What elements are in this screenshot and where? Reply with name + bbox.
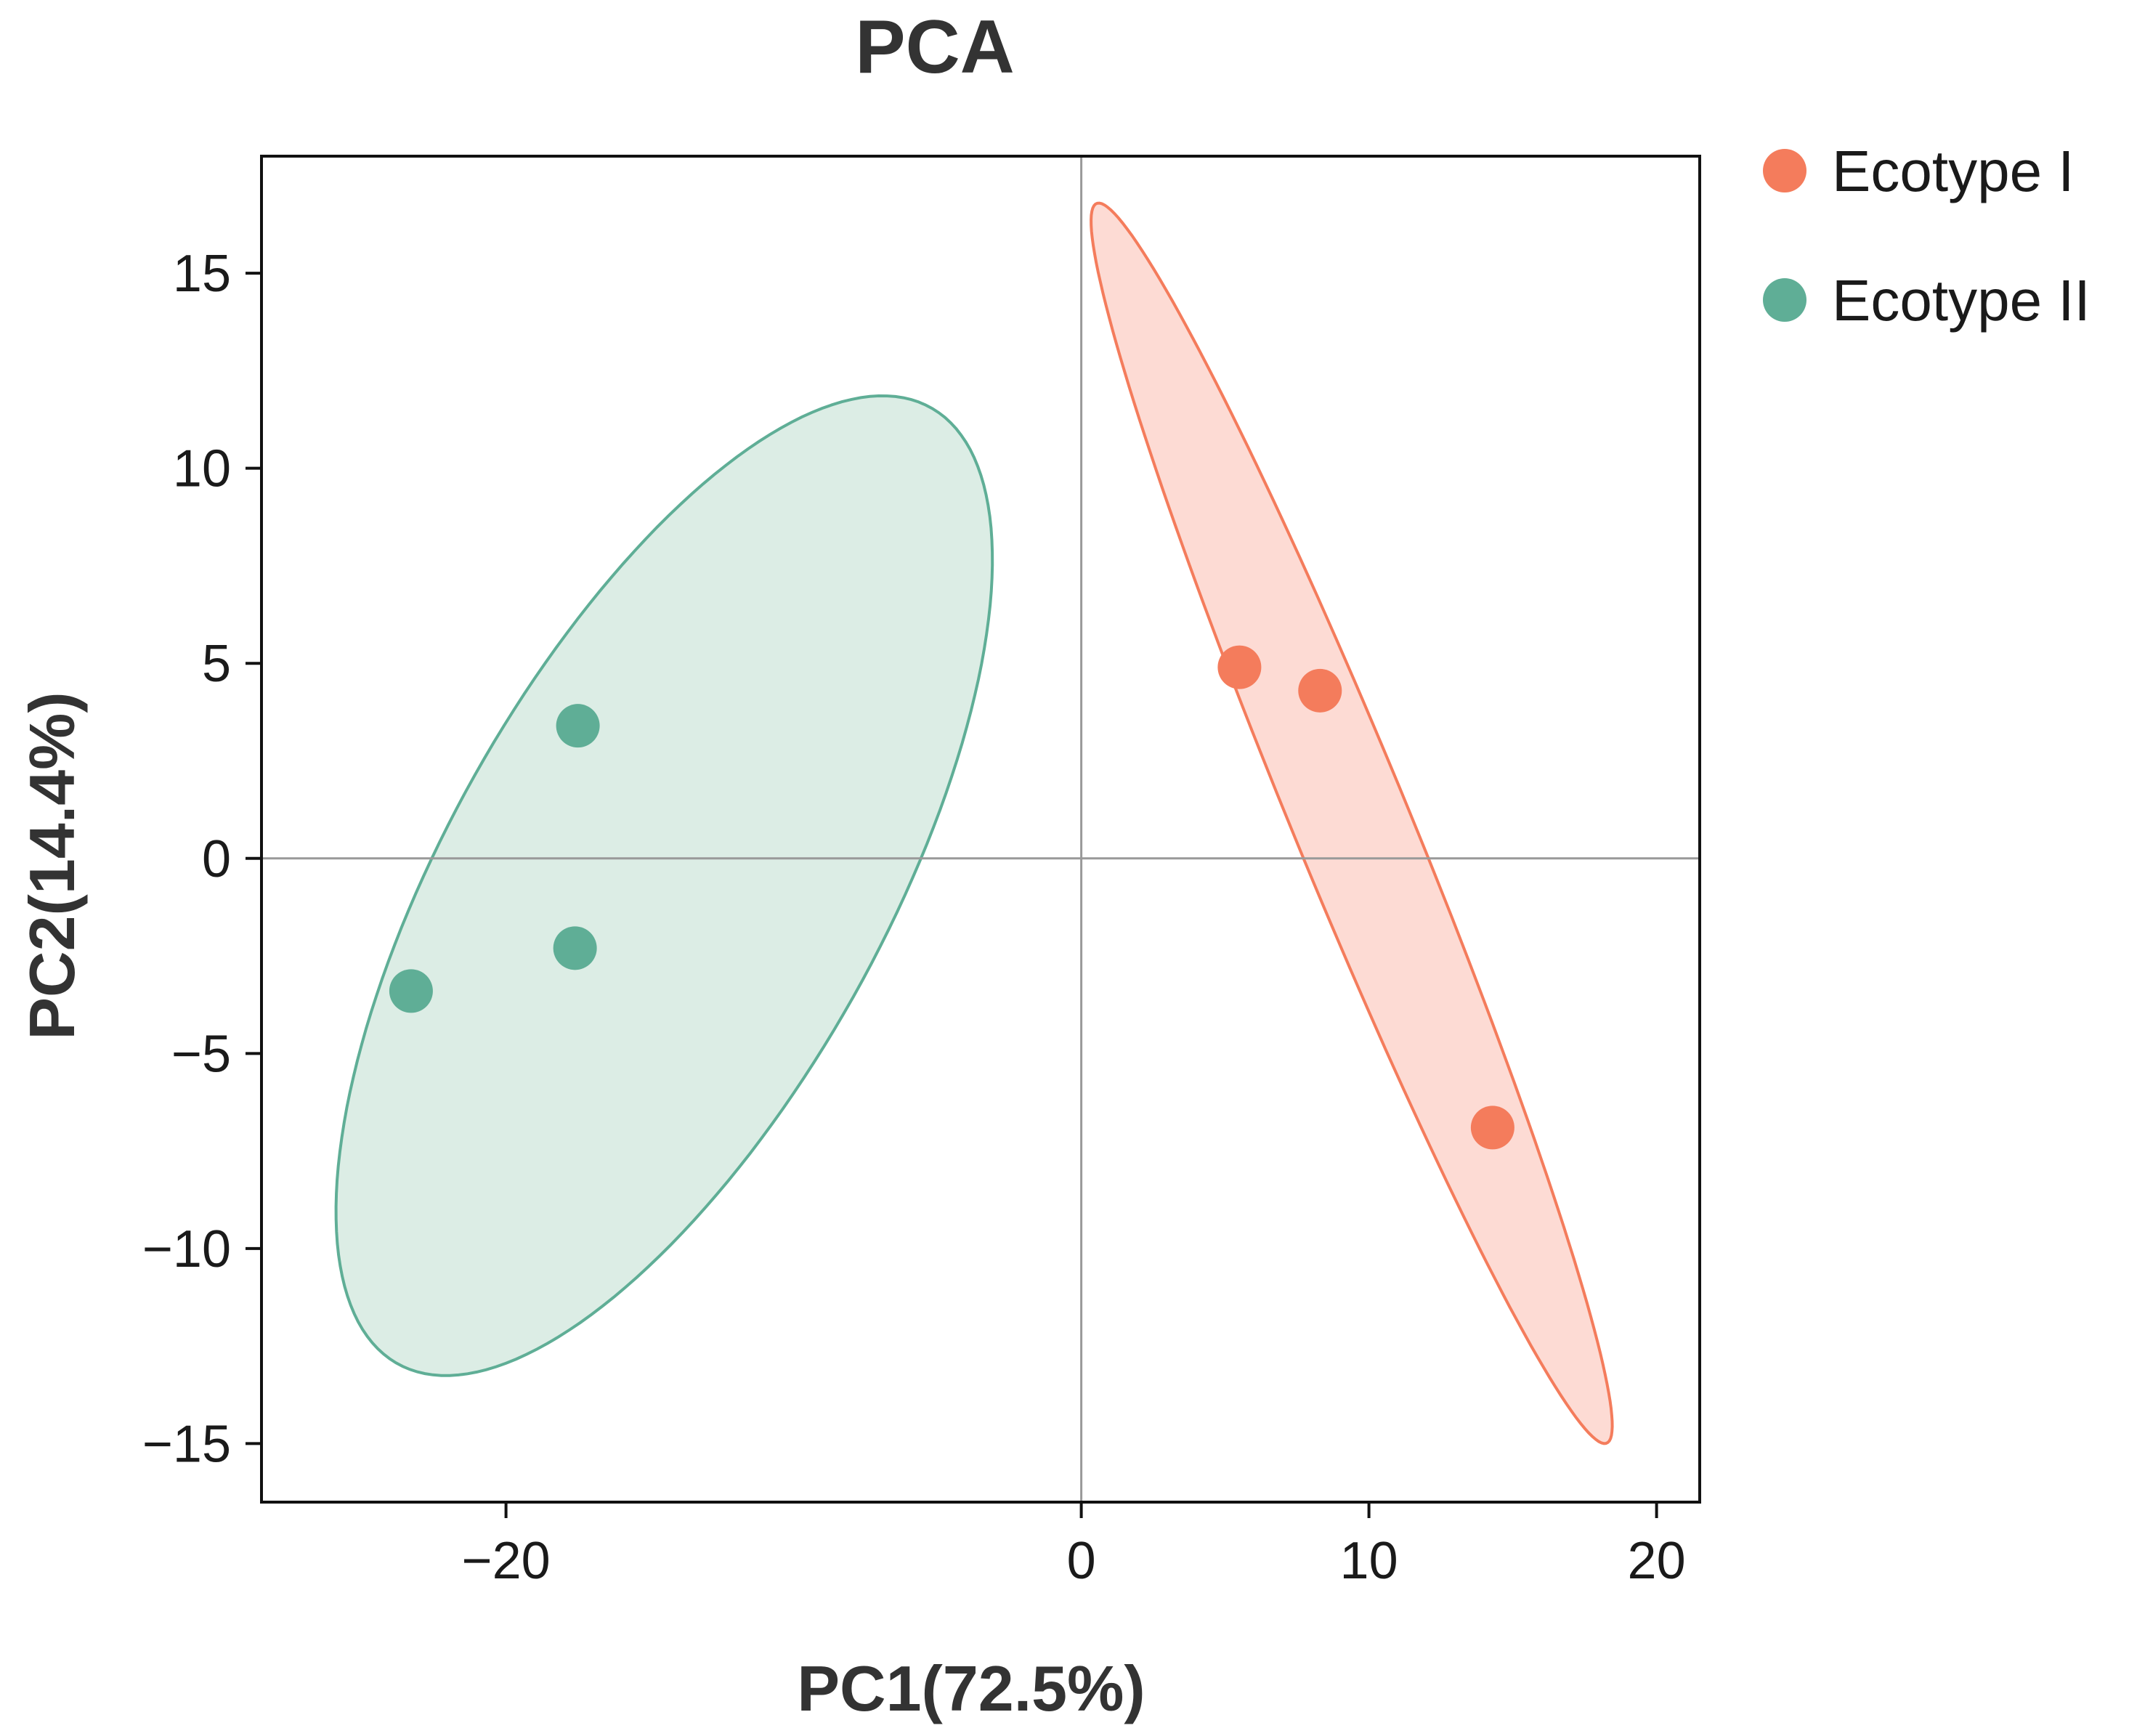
x-tick-label: 0 xyxy=(1067,1532,1096,1590)
y-axis-ticks: 15 10 5 0 −5 −10 −15 xyxy=(142,245,261,1473)
data-point xyxy=(556,704,600,748)
x-tick-label: −20 xyxy=(462,1532,551,1590)
y-tick-label: −15 xyxy=(142,1415,231,1473)
y-tick-label: 15 xyxy=(173,245,231,303)
x-axis-title: PC1(72.5%) xyxy=(797,1652,1145,1724)
data-point xyxy=(1217,645,1262,689)
x-tick-label: 20 xyxy=(1628,1532,1686,1590)
x-axis-ticks: −20 0 10 20 xyxy=(462,1502,1686,1590)
y-tick-label: −5 xyxy=(171,1025,231,1083)
legend-label: Ecotype I xyxy=(1832,139,2075,203)
plot-frame xyxy=(260,155,1701,1504)
y-axis-title: PC2(14.4%) xyxy=(16,691,88,1039)
y-tick-label: 5 xyxy=(202,635,231,693)
y-tick-label: 10 xyxy=(173,440,231,498)
data-point xyxy=(1298,668,1342,713)
confidence-ellipses xyxy=(334,201,1614,1445)
legend-marker xyxy=(1763,149,1806,192)
legend: Ecotype I Ecotype II xyxy=(1763,139,2091,333)
legend-label: Ecotype II xyxy=(1832,268,2091,333)
data-point xyxy=(553,926,597,970)
legend-marker xyxy=(1763,278,1806,322)
reference-lines xyxy=(261,156,1700,1502)
confidence-ellipse-1 xyxy=(1090,201,1614,1445)
y-tick-label: 0 xyxy=(202,830,231,888)
x-tick-label: 10 xyxy=(1340,1532,1398,1590)
data-point xyxy=(1470,1106,1514,1150)
data-point xyxy=(389,969,433,1013)
confidence-ellipse-2 xyxy=(334,394,994,1377)
y-tick-label: −10 xyxy=(142,1220,231,1278)
data-points xyxy=(389,645,1514,1150)
chart-title: PCA xyxy=(855,5,1015,89)
